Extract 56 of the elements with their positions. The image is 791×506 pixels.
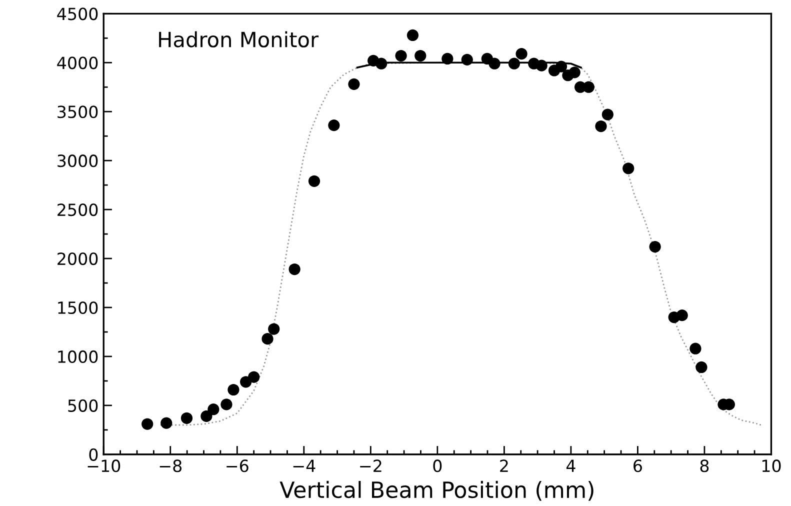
y-tick-label: 0 <box>89 448 98 461</box>
point <box>208 404 220 416</box>
point <box>288 263 300 276</box>
point <box>200 410 212 422</box>
point <box>595 120 607 132</box>
point <box>602 108 614 120</box>
x-tick-label: −6 <box>226 460 248 472</box>
point <box>220 398 232 410</box>
point <box>395 50 407 62</box>
point <box>228 384 240 396</box>
x-tick-label: −4 <box>293 460 316 472</box>
x-tick-label: −2 <box>360 460 382 472</box>
x-tick-label: 10 <box>762 460 781 472</box>
point <box>622 162 634 174</box>
y-tick-label: 4500 <box>57 8 98 20</box>
point <box>555 60 568 72</box>
x-tick-label: 2 <box>500 460 508 472</box>
point <box>248 371 260 383</box>
point <box>414 50 426 62</box>
point <box>406 29 419 42</box>
point <box>160 417 172 429</box>
x-tick-label: 0 <box>433 460 442 472</box>
y-tick-label: 2000 <box>58 252 98 266</box>
point <box>268 323 280 335</box>
point <box>488 58 500 70</box>
x-tick-label: 8 <box>700 460 709 472</box>
y-tick-label: 1500 <box>58 301 98 314</box>
y-tick-label: 3000 <box>58 154 98 168</box>
y-tick-label: 1000 <box>58 350 98 364</box>
point <box>690 342 702 354</box>
point <box>696 361 708 374</box>
point <box>262 333 274 345</box>
x-axis-title: Vertical Beam Position (mm) <box>280 480 594 501</box>
point <box>649 240 661 253</box>
y-tick-label: 2500 <box>58 204 98 216</box>
y-tick-label: 500 <box>68 399 98 412</box>
y-tick-label: 3500 <box>58 106 98 118</box>
point <box>676 310 688 322</box>
x-tick-label: −8 <box>160 460 182 472</box>
point <box>536 60 548 72</box>
text: Hadron Monitor <box>159 31 319 48</box>
x-tick-label: 6 <box>634 460 642 472</box>
y-tick-label: 4000 <box>57 56 98 70</box>
point <box>180 412 193 424</box>
point <box>142 418 154 430</box>
point <box>516 48 528 60</box>
point <box>376 58 388 70</box>
point <box>508 58 520 70</box>
point <box>568 66 580 78</box>
point <box>442 52 454 65</box>
x-tick-label: −10 <box>88 460 120 472</box>
point <box>308 175 320 187</box>
x-tick-label: 4 <box>566 460 576 472</box>
point <box>461 54 473 66</box>
point <box>328 120 340 132</box>
point <box>348 78 360 90</box>
